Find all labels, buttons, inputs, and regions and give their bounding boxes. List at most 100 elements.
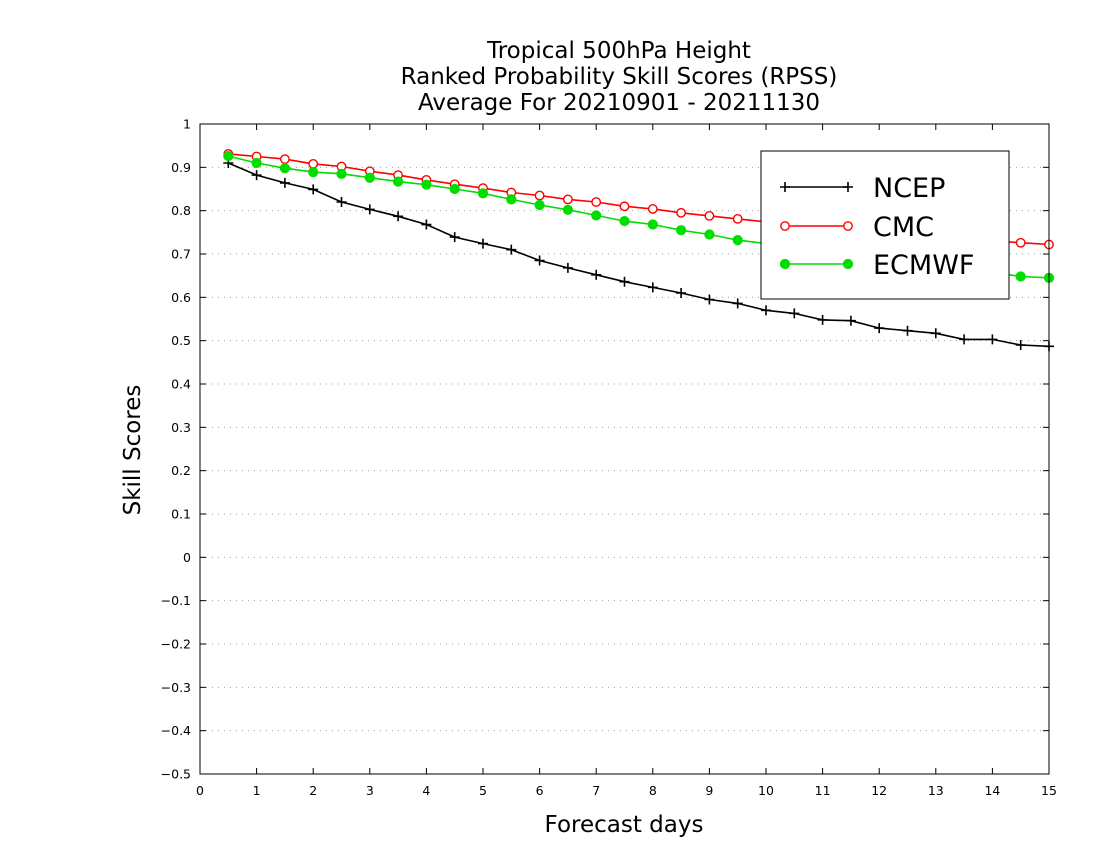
legend-label-ncep: NCEP	[873, 173, 945, 204]
ecmwf-data-point	[1015, 271, 1026, 282]
x-tick-label: 11	[815, 783, 831, 798]
legend-marker	[843, 221, 853, 231]
cmc-data-point	[534, 190, 545, 201]
y-tick-label: 0.5	[171, 333, 191, 348]
cmc-data-point	[308, 158, 319, 169]
y-tick-label: −0.1	[161, 593, 191, 608]
x-tick-label: 14	[984, 783, 1000, 798]
legend-item-ecmwf: ECMWF	[779, 250, 974, 281]
x-tick-label: 2	[309, 783, 317, 798]
y-tick-label: 0.9	[171, 160, 191, 175]
ncep-data-point	[1015, 340, 1026, 350]
y-tick-label: 0.4	[171, 377, 191, 392]
y-axis-label: Skill Scores	[120, 385, 146, 516]
legend-item-ncep: NCEP	[780, 173, 945, 204]
ncep-data-point	[478, 238, 488, 249]
x-tick-label: 10	[758, 783, 774, 798]
ncep-data-point	[704, 294, 715, 305]
ncep-data-point	[676, 288, 687, 298]
x-axis: 0 1 2 3 4 5 6 7 8 9 10 11 12 13 14 15	[196, 124, 1057, 798]
cmc-data-point	[704, 210, 715, 221]
chart-title-line-2: Ranked Probability Skill Scores (RPSS)	[401, 64, 838, 90]
y-tick-label: 0.3	[171, 420, 191, 435]
ncep-data-point	[421, 219, 432, 230]
x-tick-label: 13	[928, 783, 944, 798]
chart-title-line-3: Average For 20210901 - 20211130	[418, 90, 820, 116]
y-tick-label: 0.7	[171, 247, 191, 262]
ncep-data-point	[393, 211, 404, 222]
y-tick-label: 1	[183, 117, 191, 132]
legend-marker	[843, 182, 853, 192]
ncep-data-point	[789, 308, 800, 319]
ncep-data-point	[506, 244, 517, 255]
x-tick-label: 6	[536, 783, 544, 798]
legend-marker	[842, 258, 854, 270]
x-tick-label: 12	[871, 783, 887, 798]
ncep-data-point	[308, 184, 319, 195]
ncep-data-point	[647, 282, 658, 293]
legend-marker	[780, 182, 790, 192]
ncep-data-point	[902, 325, 913, 336]
cmc-data-point	[1015, 237, 1026, 248]
y-tick-label: −0.5	[161, 767, 191, 782]
legend-item-cmc: CMC	[780, 212, 934, 243]
ncep-data-point	[817, 314, 828, 325]
ecmwf-data-point	[704, 229, 715, 240]
ncep-data-point	[279, 177, 290, 188]
cmc-data-point	[647, 204, 658, 214]
ecmwf-data-point	[223, 150, 234, 162]
x-tick-label: 9	[705, 783, 713, 798]
x-tick-label: 4	[422, 783, 430, 798]
x-tick-label: 15	[1041, 783, 1057, 798]
ecmwf-data-point	[534, 199, 545, 211]
x-tick-label: 7	[592, 783, 600, 798]
ecmwf-data-point	[676, 225, 687, 236]
ncep-data-point	[251, 170, 262, 181]
x-tick-label: 3	[366, 783, 374, 798]
ecmwf-data-point	[506, 194, 517, 205]
ncep-data-point	[534, 255, 545, 266]
y-axis: −0.5 −0.4 −0.3 −0.2 −0.1 0 0.1 0.2 0.3 0.4 0.5 0.6 0…	[161, 117, 1049, 782]
y-tick-label: −0.3	[161, 680, 191, 695]
ecmwf-data-point	[393, 176, 404, 187]
y-tick-label: 0.6	[171, 290, 191, 305]
cmc-data-point	[732, 213, 743, 224]
ecmwf-data-point	[421, 179, 432, 190]
y-tick-label: 0.2	[171, 463, 191, 478]
ecmwf-data-point	[732, 235, 743, 246]
ncep-data-point	[336, 197, 347, 207]
cmc-data-point	[563, 194, 573, 205]
y-tick-label: −0.4	[161, 723, 191, 738]
y-tick-label: −0.2	[161, 637, 191, 652]
ecmwf-data-point	[449, 183, 460, 195]
legend-marker	[779, 258, 791, 270]
ncep-data-point	[987, 334, 998, 345]
legend-marker	[780, 221, 790, 231]
ncep-data-point	[732, 298, 743, 309]
ecmwf-data-point	[619, 215, 630, 227]
ncep-data-point	[845, 315, 856, 326]
ecmwf-data-point	[562, 204, 574, 215]
y-tick-label: 0.1	[171, 507, 191, 522]
y-tick-label: 0	[183, 550, 191, 565]
ecmwf-data-point	[647, 219, 658, 230]
cmc-data-point	[676, 207, 686, 218]
cmc-data-point	[619, 201, 630, 212]
ncep-data-point	[562, 262, 573, 273]
plot-frame	[199, 123, 1050, 775]
legend-label-ecmwf: ECMWF	[873, 250, 974, 281]
chart-title: Tropical 500hPa Height Ranked Probabilit…	[401, 38, 838, 116]
ecmwf-data-point	[308, 167, 319, 178]
legend: NCEP CMC ECMWF	[760, 150, 1010, 300]
ecmwf-data-point	[477, 188, 489, 199]
x-tick-label: 0	[196, 783, 204, 798]
chart-title-line-1: Tropical 500hPa Height	[486, 38, 751, 64]
ncep-data-point	[591, 269, 602, 280]
y-tick-label: 0.8	[171, 203, 191, 218]
ncep-data-point	[449, 232, 460, 243]
x-axis-label: Forecast days	[545, 812, 704, 838]
legend-label-cmc: CMC	[873, 212, 934, 243]
ncep-data-point	[619, 276, 630, 287]
x-tick-label: 1	[253, 783, 261, 798]
